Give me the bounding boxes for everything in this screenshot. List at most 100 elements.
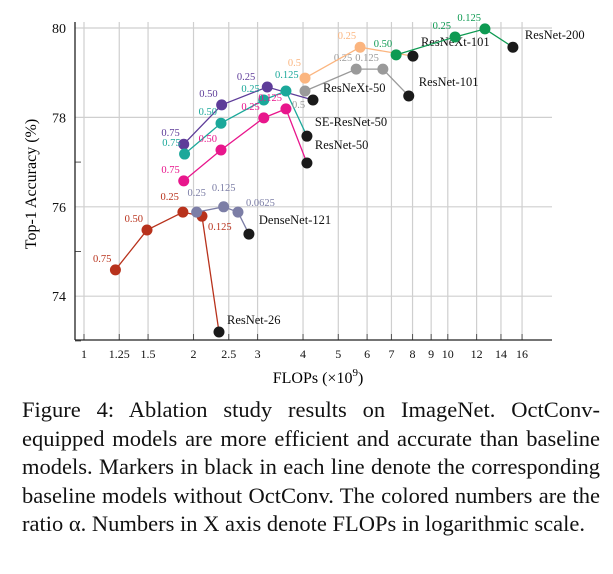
data-point [280,103,292,115]
alpha-label: 0.75 [162,138,180,149]
y-axis-label: Top-1 Accuracy (%) [23,119,40,249]
x-tick-label: 3 [255,347,261,361]
alpha-label: 0.50 [199,134,217,145]
alpha-label: 0.5 [288,58,301,69]
data-point [216,99,228,111]
data-point [215,117,227,129]
data-point [215,144,227,156]
alpha-label: 0.125 [275,70,299,81]
alpha-label: 0.25 [187,188,205,199]
baseline-label: ResNet-101 [419,75,479,89]
x-tick-label: 5 [335,347,341,361]
y-tick-label: 78 [52,111,66,126]
data-point [299,85,311,97]
baseline-point [301,130,313,142]
series-polyline [114,211,220,333]
baseline-point [403,90,415,102]
baseline-point [213,326,225,338]
x-tick-label: 10 [442,347,454,361]
x-tick-label: 14 [495,347,507,361]
series-polyline [304,68,410,97]
alpha-label: 0.25 [241,102,259,113]
data-point [109,264,121,276]
data-point [377,63,389,75]
x-tick-label: 6 [364,347,370,361]
alpha-label: 0.25 [334,53,352,64]
alpha-label: 0.25 [241,84,259,95]
x-tick-label: 8 [410,347,416,361]
y-tick-label: 80 [52,22,66,37]
baseline-label: SE-ResNet-50 [315,115,387,129]
data-point [261,81,273,93]
data-point [280,85,292,97]
data-point [479,23,491,35]
series-line: 0.75 0.50 0.25 0.125 ResNet-26 [93,192,280,338]
baseline-point [243,228,255,240]
x-tick-label: 16 [516,347,528,361]
baseline-point [301,157,313,169]
y-tick-label: 74 [52,290,66,305]
alpha-label: 0.25 [237,72,255,83]
alpha-label: 0.0625 [246,198,275,209]
series-line: 0.5 0.25 0.125 ResNet-101 [292,53,478,111]
series-polyline [196,206,250,235]
series-line: 0.75 0.50 0.250.125 ResNet-50 [161,93,368,187]
alpha-label: 0.75 [161,128,179,139]
alpha-label: 0.75 [161,165,179,176]
alpha-label: 0.50 [125,214,143,225]
x-tick-label: 2 [191,347,197,361]
data-point [178,175,190,187]
data-point [350,63,362,75]
data-point [354,41,366,53]
baseline-label: ResNet-50 [315,138,368,152]
series-group: 0.750.500.25ResNeXt-500.750.500.250.125S… [93,13,585,338]
x-tick-label: 12 [471,347,483,361]
x-tick-label: 7 [388,347,394,361]
alpha-label: 0.50 [199,107,217,118]
data-point [178,138,190,150]
x-tick-label: 2.5 [221,347,236,361]
data-point [299,72,311,84]
baseline-label: DenseNet-121 [259,213,331,227]
series-line: 0.25 0.125 0.0625 DenseNet-121 [187,183,331,240]
data-point [258,112,270,124]
x-tick-label: 4 [300,347,306,361]
x-axis-label: FLOPs (×109) [273,367,364,387]
baseline-label: ResNet-26 [227,313,280,327]
baseline-label: ResNet-200 [525,28,585,42]
x-tick-label: 1.25 [109,347,130,361]
data-point [141,224,153,236]
alpha-label: 0.125 [208,222,232,233]
data-point [218,201,230,213]
alpha-label: 0.50 [374,39,392,50]
series-polyline [395,28,514,56]
baseline-point [407,50,419,62]
data-point [179,148,191,160]
baseline-point [507,41,519,53]
data-point [177,206,189,218]
alpha-label: 0.125 [212,183,236,194]
data-point [449,31,461,43]
data-point [390,49,402,61]
alpha-label: 0.75 [93,254,111,265]
baseline-point [307,94,319,106]
alpha-label: 0.125 [457,13,481,24]
grid [75,22,552,340]
alpha-label: 0.25 [338,31,356,42]
x-tick-label: 1 [81,347,87,361]
x-tick-label: 1.5 [141,347,156,361]
alpha-label: 0.125 [258,93,282,104]
x-tick-label: 9 [428,347,434,361]
data-point [191,206,203,218]
alpha-label: 0.5 [292,100,305,111]
series-line: 0.50 0.25 0.125 ResNet-200 [374,13,585,61]
alpha-label: 0.25 [161,192,179,203]
figure-caption: Figure 4: Ablation study results on Imag… [22,397,600,536]
alpha-label: 0.50 [199,89,217,100]
alpha-label: 0.125 [355,53,379,64]
alpha-label: 0.25 [433,21,451,32]
baseline-label: ResNeXt-50 [323,81,386,95]
